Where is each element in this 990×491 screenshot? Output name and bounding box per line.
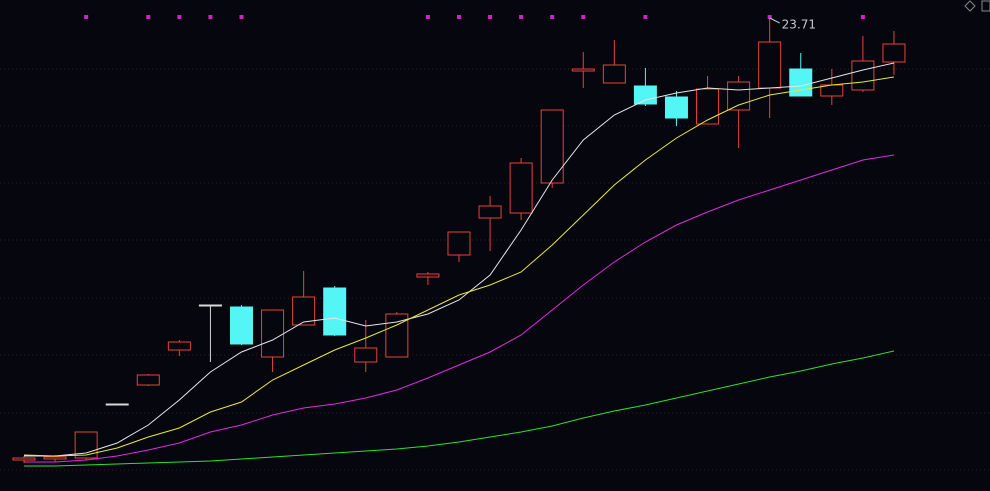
- ma-line: [24, 62, 895, 457]
- candle-body: [509, 162, 533, 214]
- candle-body: [385, 313, 409, 358]
- signal-dot: [550, 15, 555, 19]
- candle-body: [354, 347, 378, 363]
- ma-line: [24, 154, 895, 463]
- candle-body: [571, 68, 595, 72]
- candle-body: [696, 88, 720, 125]
- annotation: 23.71: [782, 18, 816, 32]
- signal-dot: [84, 15, 89, 19]
- candle-body: [602, 64, 626, 84]
- box-icon[interactable]: [981, 0, 990, 12]
- signal-dot: [581, 15, 586, 19]
- signal-dot: [488, 15, 493, 19]
- signal-dot: [456, 15, 461, 19]
- signal-dot: [425, 15, 430, 19]
- candle-body: [292, 296, 316, 326]
- candle-body: [229, 306, 253, 345]
- signal-dot: [643, 15, 648, 19]
- candle-body: [43, 456, 67, 460]
- candle-body: [758, 41, 782, 89]
- candle-body: [882, 43, 906, 63]
- candle-body: [727, 81, 751, 111]
- candle-body: [478, 205, 502, 219]
- signal-dot: [519, 15, 524, 19]
- diamond-icon[interactable]: [964, 0, 976, 12]
- candle-body: [167, 341, 191, 351]
- ma-line: [23, 76, 895, 457]
- candle-body: [633, 85, 657, 105]
- signal-dot: [860, 15, 865, 19]
- candle-body: [416, 273, 440, 278]
- candle-body: [789, 68, 813, 97]
- candle-body: [12, 457, 36, 461]
- candle-body: [447, 231, 471, 256]
- signal-dot: [146, 15, 151, 19]
- signal-dot: [767, 15, 772, 19]
- signal-dot: [239, 15, 244, 19]
- candle-body: [664, 96, 688, 119]
- candle-body: [136, 374, 160, 386]
- candle-body: [323, 287, 347, 336]
- signal-dot: [177, 15, 182, 19]
- candle-body: [540, 109, 564, 184]
- candle-body: [198, 304, 222, 307]
- candle-body: [851, 60, 875, 91]
- signal-dot: [208, 15, 213, 19]
- ma-line: [24, 350, 895, 467]
- candle-body: [261, 309, 285, 358]
- annotation-leader: [769, 17, 780, 24]
- candle-body: [105, 403, 129, 406]
